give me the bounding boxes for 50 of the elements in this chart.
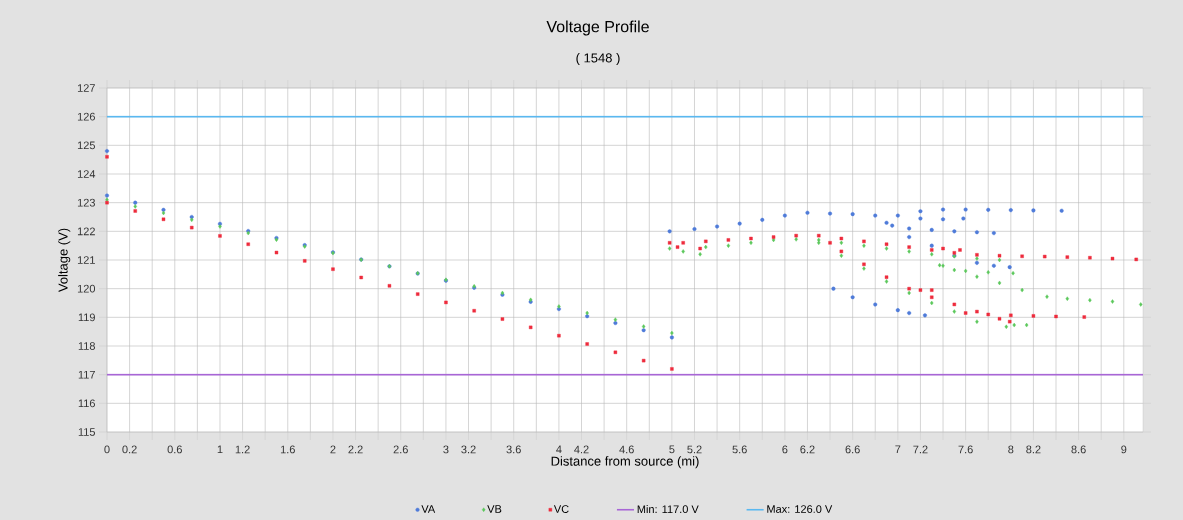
y-tick-label: 127	[77, 84, 95, 92]
x-tick-label: 3.6	[506, 445, 521, 454]
x-tick-label: 5	[669, 445, 675, 454]
y-tick-label: 122	[77, 227, 95, 236]
y-tick-label: 123	[77, 198, 95, 207]
x-tick-label: 5.6	[732, 445, 747, 454]
y-tick-label: 124	[77, 170, 96, 178]
x-tick-label: 4.2	[574, 445, 589, 454]
x-tick-label: 2.2	[348, 445, 363, 454]
legend-label: VA	[421, 505, 436, 513]
chart-subtitle: ( 1548 )	[576, 52, 620, 66]
x-tick-label: 5.2	[687, 445, 702, 454]
chart-title: Voltage Profile	[546, 20, 649, 36]
x-tick-label: 1.6	[280, 445, 295, 454]
x-tick-label: 1.2	[235, 445, 250, 454]
y-axis-title: Voltage (V)	[58, 228, 71, 293]
y-tick-label: 115	[78, 428, 95, 436]
x-tick-label: 3	[443, 445, 449, 454]
y-tick-label: 118	[78, 342, 95, 350]
legend-label: Min: 117.0 V	[637, 505, 699, 514]
legend-label: VC	[553, 505, 569, 513]
x-tick-label: 4	[556, 445, 562, 454]
x-tick-label: 1	[217, 445, 223, 454]
legend-label: Max: 126.0 V	[767, 505, 833, 513]
y-tick-label: 119	[78, 313, 95, 322]
y-tick-label: 117	[78, 370, 95, 379]
x-tick-label: 8.6	[1071, 445, 1086, 454]
legend-label: VB	[487, 505, 502, 513]
x-tick-label: 0.2	[122, 445, 137, 454]
x-tick-label: 6.6	[845, 445, 860, 454]
x-tick-label: 7.2	[913, 445, 928, 454]
y-tick-label: 126	[77, 112, 95, 121]
x-tick-label: 6.2	[800, 445, 815, 454]
x-tick-label: 2	[330, 445, 336, 454]
y-tick-label: 116	[78, 399, 95, 408]
x-tick-label: 0.6	[167, 445, 182, 454]
x-tick-label: 7.6	[958, 445, 973, 454]
y-tick-label: 120	[77, 284, 96, 293]
y-tick-label: 121	[77, 256, 95, 264]
x-axis-title: Distance from source (mi)	[551, 456, 699, 469]
x-tick-label: 2.6	[393, 445, 408, 454]
x-tick-label: 0	[104, 445, 110, 454]
x-tick-label: 8.2	[1026, 445, 1041, 454]
x-tick-label: 6	[782, 445, 788, 454]
x-tick-label: 3.2	[461, 445, 476, 454]
x-tick-label: 4.6	[619, 445, 634, 454]
x-tick-label: 9	[1121, 445, 1127, 454]
y-tick-label: 125	[77, 141, 95, 150]
x-tick-label: 8	[1008, 445, 1014, 454]
x-tick-label: 7	[895, 445, 901, 454]
